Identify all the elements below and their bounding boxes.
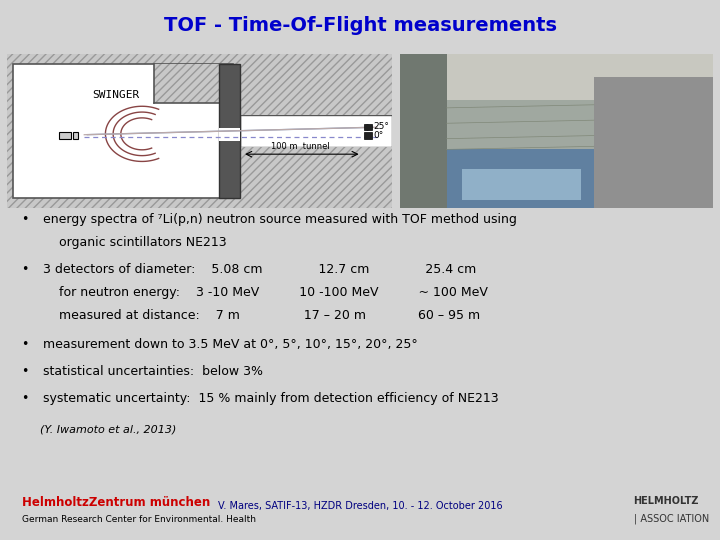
Text: energy spectra of ⁷Li(p,n) neutron source measured with TOF method using: energy spectra of ⁷Li(p,n) neutron sourc… [43, 213, 517, 226]
Text: HelmholtzZentrum münchen: HelmholtzZentrum münchen [22, 496, 210, 509]
Text: •: • [22, 365, 29, 378]
Text: •: • [22, 393, 29, 406]
Bar [594, 77, 713, 208]
Bar [153, 64, 233, 103]
Bar [219, 64, 240, 198]
Text: measurement down to 3.5 MeV at 0°, 5°, 10°, 15°, 20°, 25°: measurement down to 3.5 MeV at 0°, 5°, 1… [43, 338, 418, 351]
Bar [240, 115, 392, 147]
Text: systematic uncertainty:  15 % mainly from detection efficiency of NE213: systematic uncertainty: 15 % mainly from… [43, 393, 499, 406]
Bar [240, 64, 392, 115]
Bar [364, 124, 372, 130]
Text: •: • [22, 338, 29, 351]
Text: TOF - Time-Of-Flight measurements: TOF - Time-Of-Flight measurements [163, 16, 557, 35]
Bar [240, 64, 392, 115]
Bar [446, 54, 713, 100]
Text: SWINGER: SWINGER [92, 90, 139, 100]
Bar [153, 64, 233, 103]
Bar [219, 128, 240, 141]
Bar [446, 150, 594, 208]
Bar [364, 132, 372, 139]
Text: German Research Center for Environmental. Health: German Research Center for Environmental… [22, 515, 256, 524]
Bar [462, 170, 581, 200]
Text: •: • [22, 263, 29, 276]
Bar [73, 132, 78, 139]
Text: 3 detectors of diameter:    5.08 cm              12.7 cm              25.4 cm: 3 detectors of diameter: 5.08 cm 12.7 cm… [43, 263, 477, 276]
Bar [240, 147, 392, 198]
Text: for neutron energy:    3 -10 MeV          10 -100 MeV          ~ 100 MeV: for neutron energy: 3 -10 MeV 10 -100 Me… [43, 286, 488, 299]
Bar [59, 132, 71, 139]
Text: 100 m  tunnel: 100 m tunnel [271, 142, 329, 151]
Text: measured at distance:    7 m                17 – 20 m             60 – 95 m: measured at distance: 7 m 17 – 20 m 60 –… [43, 308, 480, 321]
Text: organic scintillators NE213: organic scintillators NE213 [43, 236, 227, 249]
Bar [13, 64, 233, 198]
Bar [240, 147, 392, 198]
Text: V. Mares, SATIF-13, HZDR Dresden, 10. - 12. October 2016: V. Mares, SATIF-13, HZDR Dresden, 10. - … [217, 501, 503, 511]
Text: (Y. Iwamoto et al., 2013): (Y. Iwamoto et al., 2013) [40, 424, 176, 434]
Text: 25°: 25° [373, 123, 389, 131]
Text: statistical uncertainties:  below 3%: statistical uncertainties: below 3% [43, 365, 264, 378]
Text: HELMHOLTZ: HELMHOLTZ [634, 496, 699, 506]
Text: •: • [22, 213, 29, 226]
Bar [400, 54, 446, 208]
Text: | ASSOC IATION: | ASSOC IATION [634, 513, 709, 523]
Text: 0°: 0° [373, 131, 383, 140]
